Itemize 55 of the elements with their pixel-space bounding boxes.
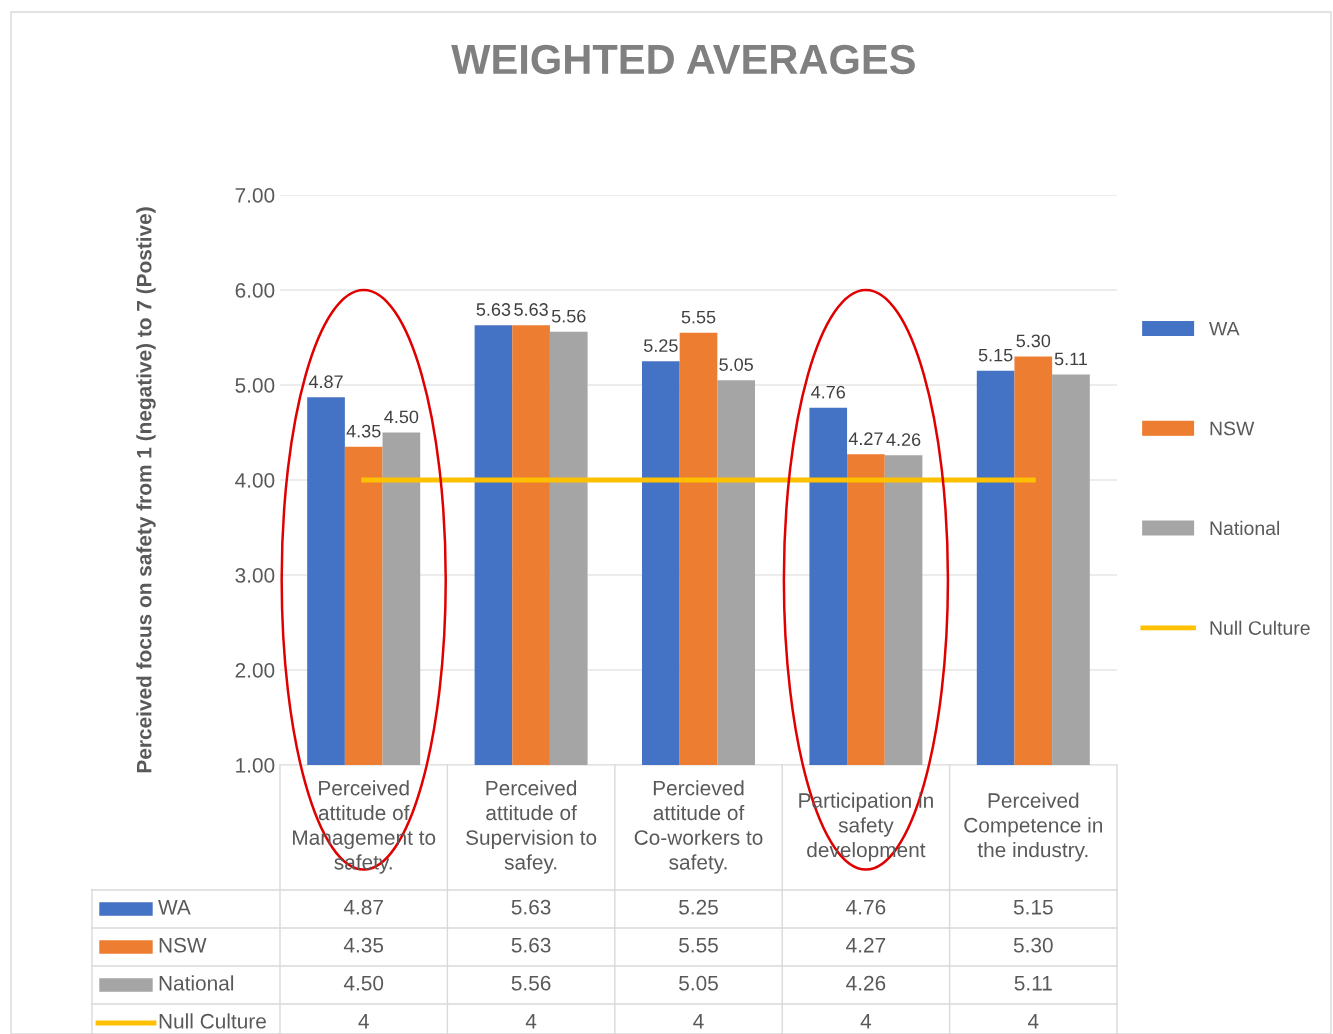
legend-label: Null Culture — [1210, 620, 1310, 635]
text: 5.56 — [551, 309, 586, 323]
text: 4.35 — [346, 424, 381, 438]
text: 5.11 — [1054, 352, 1087, 366]
text: 4.76 — [811, 385, 846, 399]
data-label: 4 — [358, 1014, 369, 1029]
data-label: 4 — [525, 1014, 537, 1029]
chart-title: WEIGHTED AVERAGES — [451, 44, 915, 75]
data-label: 5.55 — [679, 938, 718, 953]
data-label: 4 — [1027, 1014, 1039, 1029]
text: 5.30 — [1016, 334, 1051, 348]
data-label: 5.56 — [511, 975, 551, 991]
y-tick-label: 2.00 — [235, 663, 275, 678]
text: 4.87 — [308, 375, 343, 389]
text: WA — [1209, 321, 1240, 336]
y-tick-label: 1.00 — [236, 758, 275, 773]
data-label: 5.63 — [511, 937, 551, 953]
text: 4.50 — [384, 410, 419, 424]
text: NSW — [159, 937, 207, 953]
data-label: 4.76 — [846, 899, 886, 915]
data-label: 4.26 — [846, 975, 886, 991]
text: 4.27 — [848, 432, 883, 445]
text: 5.63 — [476, 303, 511, 316]
data-label: 4.50 — [343, 975, 384, 991]
text: 4.26 — [886, 433, 921, 447]
y-tick-label: 7.00 — [235, 188, 275, 203]
data-label: 4 — [860, 1014, 872, 1029]
legend-label: NSW — [1210, 421, 1255, 436]
data-label: 4.27 — [846, 937, 886, 953]
data-label: 5.25 — [679, 899, 718, 915]
text: 5.55 — [681, 310, 716, 324]
text: 5.05 — [719, 358, 753, 371]
y-tick-label: 3.00 — [235, 568, 275, 583]
legend-label: WA — [158, 900, 191, 915]
legend-label: National — [1210, 520, 1280, 536]
data-label: 4 — [693, 1014, 704, 1029]
text: Null Culture — [159, 1013, 266, 1029]
text: 5.15 — [978, 348, 1013, 362]
data-label: 5.30 — [1013, 937, 1053, 953]
x-tick-label: Perceived attitude of Supervision to safey. — [466, 780, 597, 874]
text: 5.63 — [514, 303, 548, 316]
y-axis-title: Perceived focus on safety from 1 (negative) to 7 (Postive) — [136, 207, 156, 773]
data-label: 5.63 — [511, 899, 551, 915]
data-label: 5.15 — [1013, 900, 1053, 915]
data-label: 5.11 — [1014, 976, 1052, 991]
text: National — [159, 975, 234, 991]
x-tick-label: Perceived Competence in the industry. — [964, 792, 1103, 862]
data-label: 4.35 — [343, 937, 384, 953]
y-tick-label: 5.00 — [235, 378, 275, 393]
x-tick-label: Percieved attitude of Co-workers to safety. — [634, 780, 763, 874]
data-label: 4.87 — [343, 899, 383, 915]
y-tick-label: 6.00 — [235, 283, 275, 298]
y-tick-label: 4.00 — [235, 473, 275, 488]
text: 5.25 — [643, 339, 678, 352]
data-label: 5.05 — [679, 975, 718, 991]
